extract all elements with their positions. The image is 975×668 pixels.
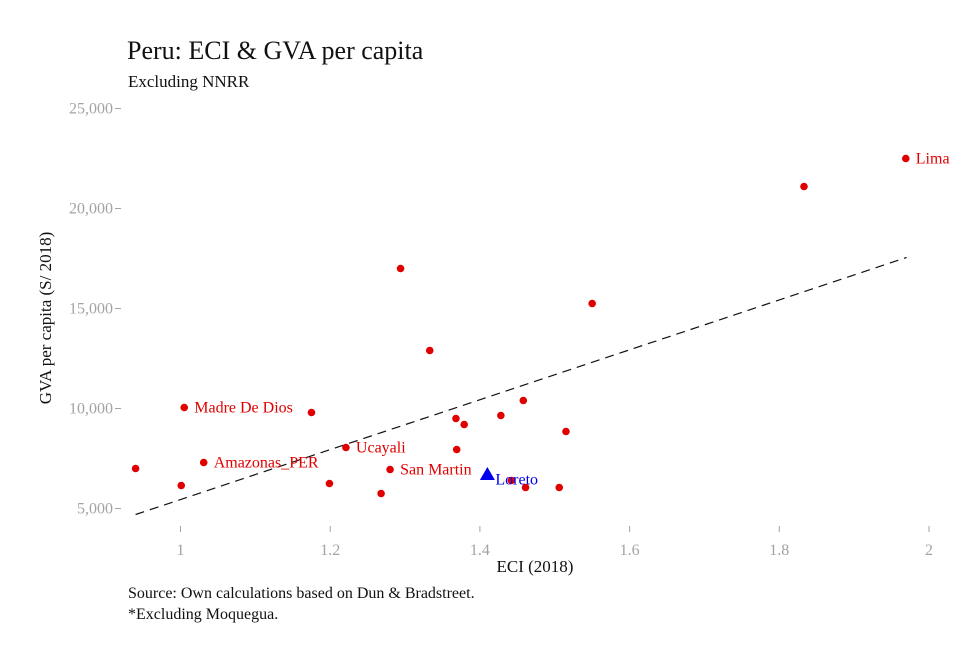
y-tick-label: 25,000 — [69, 101, 113, 118]
highlight-point-triangle — [479, 467, 495, 480]
data-point — [177, 481, 186, 490]
data-point — [377, 489, 385, 498]
data-point — [396, 264, 405, 273]
data-point — [497, 411, 505, 420]
point-label: Madre De Dios — [194, 400, 293, 417]
y-tick-label: 20,000 — [69, 201, 113, 218]
point-label: Amazonas_PER — [214, 455, 319, 472]
x-axis: 1 1.2 1.4 1.6 1.8 2 — [177, 526, 933, 559]
data-point — [519, 396, 528, 405]
x-tick-label: 1.4 — [470, 542, 490, 559]
point-labels-group: Madre De Dios Amazonas_PER Ucayali San Mart… — [194, 151, 949, 489]
data-point — [521, 483, 530, 492]
data-point — [460, 420, 468, 429]
y-tick-label: 15,000 — [69, 301, 113, 318]
data-point — [452, 445, 461, 454]
data-point — [386, 465, 394, 474]
x-tick-label: 1.8 — [769, 542, 789, 559]
data-point — [307, 408, 316, 417]
chart-subtitle: Excluding NNRR — [128, 72, 250, 91]
data-point — [425, 346, 434, 355]
data-point — [342, 443, 350, 452]
data-point — [507, 476, 516, 485]
points-group — [131, 154, 910, 498]
chart-title: Peru: ECI & GVA per capita — [127, 36, 424, 65]
data-point — [588, 299, 596, 308]
caption-source: Source: Own calculations based on Dun & … — [128, 585, 475, 602]
data-point — [555, 483, 564, 492]
x-tick-label: 1.6 — [620, 542, 640, 559]
y-axis-label: GVA per capita (S/ 2018) — [36, 232, 55, 405]
trendline — [135, 256, 907, 516]
x-tick-label: 1.2 — [320, 542, 340, 559]
point-label: Ucayali — [356, 440, 406, 457]
data-point — [901, 154, 910, 163]
data-point — [131, 464, 140, 473]
x-tick-label: 2 — [925, 542, 933, 559]
highlight-label: Loreto — [495, 472, 538, 489]
caption-note: *Excluding Moquegua. — [128, 606, 278, 623]
trendline-group — [135, 256, 907, 516]
y-axis: 5,000 10,000 15,000 20,000 25,000 — [69, 101, 121, 518]
data-point — [180, 403, 189, 412]
data-point — [562, 427, 570, 436]
data-point — [452, 414, 460, 423]
x-axis-label: ECI (2018) — [497, 557, 574, 576]
y-tick-label: 10,000 — [69, 401, 113, 418]
x-tick-label: 1 — [177, 542, 185, 559]
data-point — [199, 458, 208, 467]
y-tick-label: 5,000 — [77, 501, 113, 518]
data-point — [800, 182, 808, 191]
point-label: San Martin — [400, 462, 472, 479]
point-label: Lima — [916, 151, 950, 168]
data-point — [325, 479, 334, 488]
